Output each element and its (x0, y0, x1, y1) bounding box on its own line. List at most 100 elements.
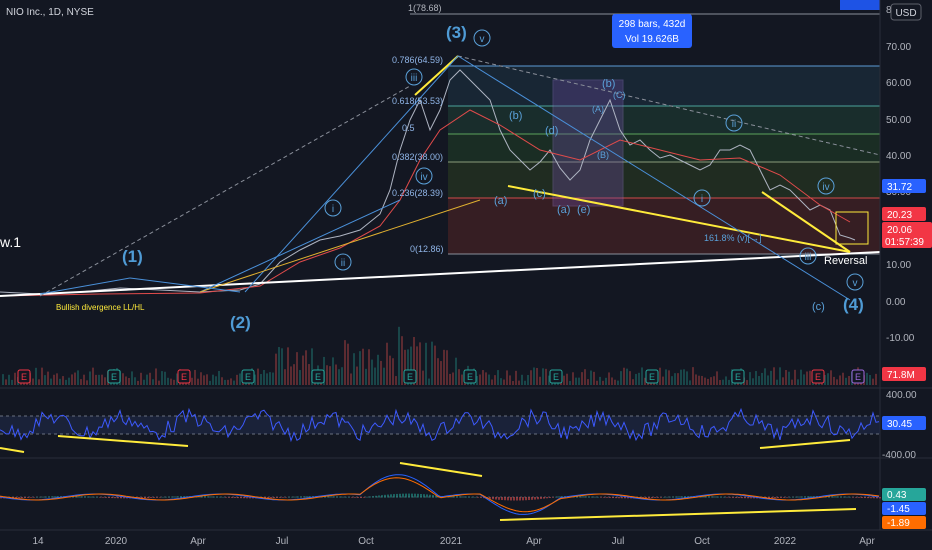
macd-hist-bar (654, 497, 656, 498)
svg-text:E: E (315, 372, 321, 382)
fib-0382: 0.382(38.00) (392, 152, 443, 162)
price-axis-neg10: -10.00 (886, 333, 915, 344)
volume-bar (293, 364, 295, 385)
macd-hist-bar (270, 497, 272, 499)
volume-bar (158, 380, 160, 385)
volume-bar (419, 342, 421, 385)
volume-bar (338, 369, 340, 385)
wave-1-label: (1) (122, 247, 143, 266)
macd-hist-bar (612, 497, 614, 499)
macd-hist-bar (48, 496, 50, 498)
svg-text:E: E (735, 372, 741, 382)
macd-hist-bar (462, 496, 464, 498)
volume-bar (260, 374, 262, 385)
time-2022: 2022 (774, 536, 797, 547)
volume-bar (494, 375, 496, 385)
macd-hist-bar (159, 497, 161, 498)
macd-hist-bar (789, 496, 791, 498)
volume-bar (200, 372, 202, 385)
volume-bar (377, 354, 379, 385)
macd-hist-bar (174, 496, 176, 498)
macd-hist-bar (420, 493, 422, 498)
measure-tooltip: 298 bars, 432d Vol 19.626B (612, 14, 692, 48)
wave-2-label: (2) (230, 313, 251, 332)
macd-hist-bar (804, 496, 806, 498)
macd-hist-bar (282, 497, 284, 498)
price-axis-70: 70.00 (886, 42, 911, 53)
macd-hist-bar (0, 497, 2, 499)
macd-hist-bar (114, 497, 116, 499)
volume-bar (842, 372, 844, 385)
macd-hist-bar (345, 496, 347, 498)
price-axis-10: 10.00 (886, 260, 911, 271)
macd-hist-bar (468, 496, 470, 498)
volume-bar (524, 380, 526, 385)
volume-bar (719, 380, 721, 385)
macd-hist-bar (342, 496, 344, 498)
volume-bar (536, 367, 538, 385)
macd-hist-bar (327, 496, 329, 498)
volume-bar (125, 376, 127, 385)
volume-bar (368, 349, 370, 385)
chart-title: NIO Inc., 1D, NYSE (6, 7, 94, 18)
macd-hist-bar (510, 497, 512, 501)
volume-bar (644, 377, 646, 385)
macd-hist-bar (108, 497, 110, 498)
earnings-marker: E (463, 369, 477, 384)
volume-bar (548, 375, 550, 385)
volume-bar (581, 372, 583, 385)
macd-hist-bar (291, 496, 293, 498)
volume-bar (344, 340, 346, 385)
macd-hist-bar (117, 497, 119, 499)
volume-bar (311, 348, 313, 385)
volume-bar (758, 376, 760, 385)
macd-hist-bar (792, 496, 794, 498)
volume-bar (287, 347, 289, 385)
macd-hist-bar (381, 495, 383, 498)
volume-bar (305, 350, 307, 385)
macd-hist-bar (753, 497, 755, 499)
volume-bar (797, 379, 799, 385)
macd-hist-bar (717, 496, 719, 498)
volume-bar (410, 346, 412, 385)
macd-hist-bar (660, 497, 662, 498)
macd-hist-bar (846, 496, 848, 498)
volume-bar (233, 380, 235, 385)
rsi-axis-neg400: -400.00 (882, 450, 916, 461)
macd-hist-bar (741, 497, 743, 499)
macd-hist-bar (219, 496, 221, 498)
volume-bar (629, 371, 631, 385)
volume-bar (788, 371, 790, 385)
volume-bar (716, 371, 718, 385)
macd-hist-bar (876, 497, 878, 499)
macd-hist-bar (810, 496, 812, 498)
volume-bar (725, 376, 727, 385)
macd-hist-bar (276, 497, 278, 498)
time-axis[interactable]: 14 2020 Apr Jul Oct 2021 Apr Jul Oct 202… (32, 536, 875, 547)
macd-hist-bar (672, 496, 674, 498)
macd-hist-bar (183, 496, 185, 498)
volume-bar (542, 368, 544, 385)
circ-iii2: iii (805, 252, 812, 263)
macd-hist-bar (711, 496, 713, 498)
price-axis[interactable]: 70.00 60.00 50.00 40.00 30.00 10.00 0.00… (882, 42, 917, 461)
volume-bar (599, 376, 601, 385)
volume-bar (626, 368, 628, 385)
tag-signal: -1.89 (887, 518, 910, 529)
circ-iv2: iv (822, 182, 829, 193)
macd-hist-bar (705, 496, 707, 498)
volume-bar (632, 379, 634, 385)
macd-hist-bar (549, 497, 551, 498)
volume-bar (380, 360, 382, 385)
macd-hist-bar (867, 497, 869, 499)
macd-hist-bar (795, 496, 797, 498)
volume-bar (206, 374, 208, 385)
tag-20-23: 20.23 (887, 210, 912, 221)
currency-button[interactable]: USD (890, 3, 922, 21)
volume-bar (461, 374, 463, 385)
volume-bar (803, 374, 805, 385)
volume-bar (539, 376, 541, 385)
oscillator-line (0, 407, 880, 443)
